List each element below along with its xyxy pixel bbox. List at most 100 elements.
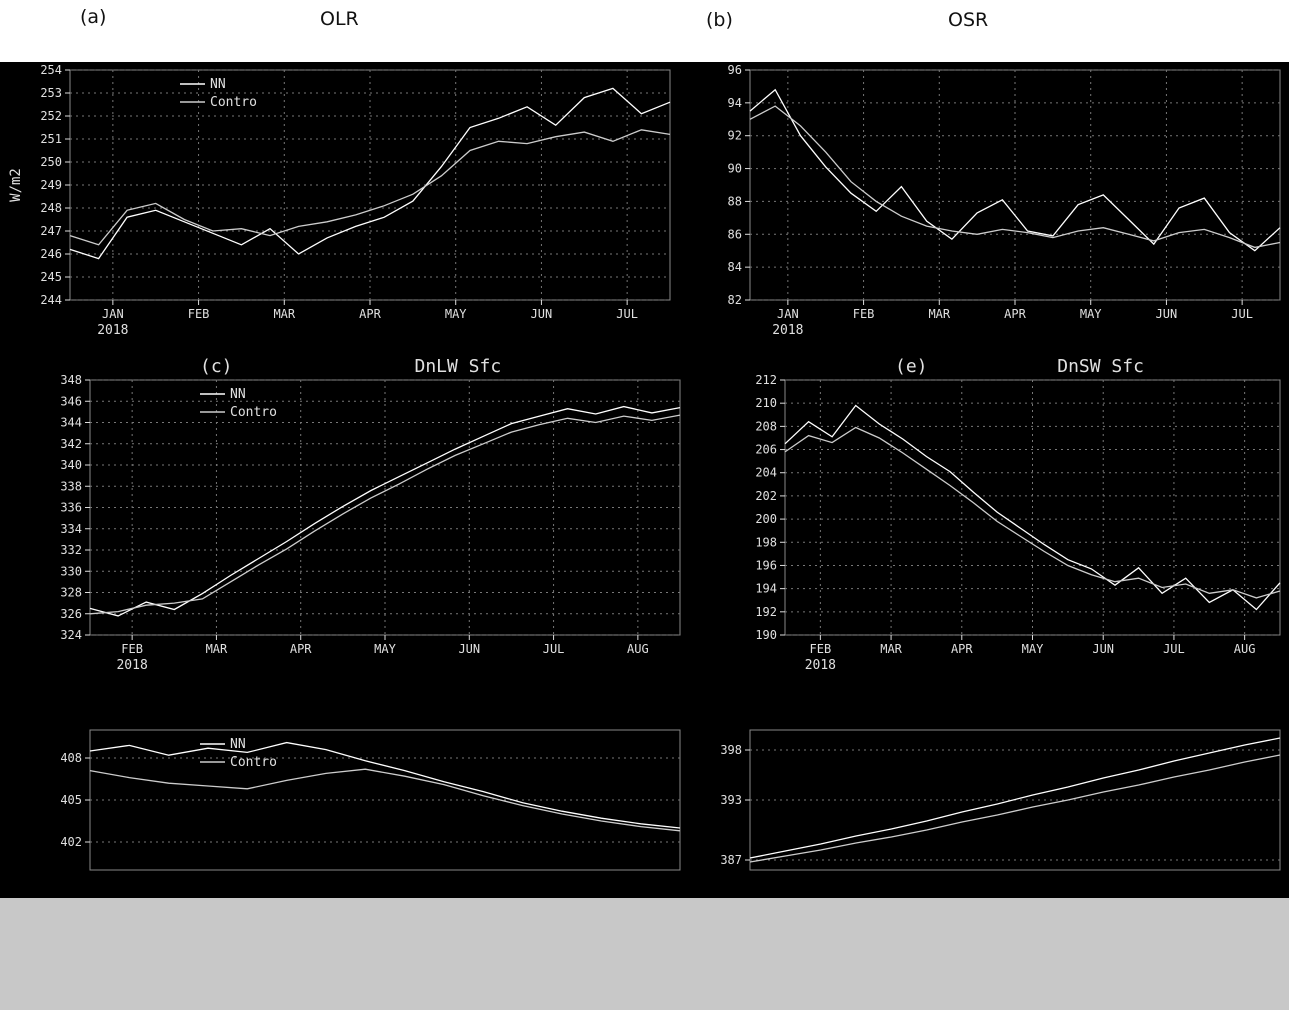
x-tick-label: APR — [290, 642, 312, 656]
panel-label: (e) — [895, 356, 928, 377]
x-tick-label: JUL — [1163, 642, 1185, 656]
x-tick-label: JUN — [1156, 307, 1178, 321]
y-tick-label: 250 — [40, 155, 62, 169]
x-tick-label: JUN — [1092, 642, 1114, 656]
y-tick-label: 408 — [60, 751, 82, 765]
series-line-nn — [784, 404, 1281, 611]
x-tick-label: AUG — [627, 642, 649, 656]
panel-b-label: (b) — [706, 9, 733, 31]
y-tick-label: 326 — [60, 607, 82, 621]
x-tick-label: APR — [951, 642, 973, 656]
panel-label: (c) — [200, 356, 233, 377]
olr-chart-panel: 244 245 246 247 248 249 250 251 252 253 254 JAN FEB M… — [0, 40, 680, 340]
y-tick-label: 212 — [755, 373, 777, 387]
y-tick-label: 86 — [728, 227, 742, 241]
series-line-nn — [69, 87, 671, 260]
y-tick-label: 330 — [60, 564, 82, 578]
legend-entry: NN — [210, 77, 226, 92]
x-tick-label: FEB — [188, 307, 210, 321]
panel-title: DnSW Sfc — [1057, 356, 1144, 377]
x-tick-label: JUL — [543, 642, 565, 656]
y-tick-label: 84 — [728, 260, 742, 274]
y-tick-label: 338 — [60, 479, 82, 493]
x-tick-label: AUG — [1234, 642, 1256, 656]
y-tick-label: 387 — [720, 853, 742, 867]
x-tick-label: APR — [359, 307, 381, 321]
legend-entry: Contro — [210, 95, 257, 110]
series-line-contro — [69, 129, 671, 246]
y-axis-label: W/m2 — [8, 168, 24, 202]
y-tick-label: 344 — [60, 416, 82, 430]
x-tick-label: JAN — [777, 307, 799, 321]
bottom-right-chart-svg: 387 393 398 — [720, 729, 1281, 871]
y-tick-label: 196 — [755, 558, 777, 572]
bottom-left-chart-panel: 402 405 408 NN Contro — [0, 690, 690, 890]
y-tick-label: 204 — [755, 466, 777, 480]
y-tick-label: 393 — [720, 793, 742, 807]
x-tick-label: JUL — [1231, 307, 1253, 321]
y-tick-label: 198 — [755, 535, 777, 549]
panel-a-label: (a) — [80, 6, 107, 28]
series-line-contro — [749, 105, 1281, 249]
y-tick-label: 398 — [720, 743, 742, 757]
y-tick-label: 332 — [60, 543, 82, 557]
y-tick-label: 206 — [755, 443, 777, 457]
y-tick-label: 246 — [40, 247, 62, 261]
y-tick-label: 202 — [755, 489, 777, 503]
x-tick-label: MAR — [928, 307, 950, 321]
y-tick-label: 96 — [728, 63, 742, 77]
y-tick-label: 254 — [40, 63, 62, 77]
year-label: 2018 — [805, 658, 836, 673]
series-line-contro — [89, 414, 681, 615]
y-tick-label: 324 — [60, 628, 82, 642]
y-tick-label: 328 — [60, 586, 82, 600]
figure-top-strip — [0, 0, 1289, 62]
x-tick-label: MAR — [880, 642, 902, 656]
x-tick-label: MAY — [1080, 307, 1102, 321]
year-label: 2018 — [97, 323, 128, 338]
x-tick-label: FEB — [810, 642, 832, 656]
dnlw-sfc-chart-panel: 324 326 328 330 332 334 336 338 340 342 344 346 348 F… — [0, 350, 690, 680]
y-tick-label: 90 — [728, 162, 742, 176]
x-tick-label: JUN — [531, 307, 553, 321]
legend-entry: NN — [230, 737, 246, 752]
x-tick-label: JUL — [616, 307, 638, 321]
y-tick-label: 82 — [728, 293, 742, 307]
y-tick-label: 251 — [40, 132, 62, 146]
series-line-contro — [89, 768, 681, 832]
x-tick-label: APR — [1004, 307, 1026, 321]
year-label: 2018 — [116, 658, 147, 673]
series-line-nn — [89, 741, 681, 829]
y-tick-label: 249 — [40, 178, 62, 192]
y-tick-label: 247 — [40, 224, 62, 238]
y-tick-label: 336 — [60, 501, 82, 515]
panel-title: DnLW Sfc — [415, 356, 502, 377]
legend-entry: Contro — [230, 755, 277, 770]
x-tick-label: MAR — [206, 642, 228, 656]
y-tick-label: 348 — [60, 373, 82, 387]
series-line-nn — [749, 88, 1281, 252]
x-tick-label: JUN — [458, 642, 480, 656]
y-tick-label: 92 — [728, 129, 742, 143]
series-line-nn — [749, 737, 1281, 859]
osr-chart-svg: 82 84 86 88 90 92 94 96 JAN FEB MAR APR MAY JUN JUL 201… — [728, 63, 1281, 338]
x-tick-label: MAY — [445, 307, 467, 321]
y-tick-label: 190 — [755, 628, 777, 642]
y-tick-label: 252 — [40, 109, 62, 123]
bottom-right-chart-panel: 387 393 398 — [690, 690, 1289, 890]
legend-entry: NN — [230, 387, 246, 402]
bottom-left-chart-svg: 402 405 408 NN Contro — [60, 729, 681, 871]
y-tick-label: 208 — [755, 419, 777, 433]
y-tick-label: 253 — [40, 86, 62, 100]
y-tick-label: 248 — [40, 201, 62, 215]
y-tick-label: 194 — [755, 582, 777, 596]
y-tick-label: 402 — [60, 835, 82, 849]
y-tick-label: 340 — [60, 458, 82, 472]
osr-chart-panel: 82 84 86 88 90 92 94 96 JAN FEB MAR APR MAY JUN JUL 201… — [690, 40, 1289, 340]
x-tick-label: MAR — [273, 307, 295, 321]
legend-entry: Contro — [230, 405, 277, 420]
y-tick-label: 346 — [60, 394, 82, 408]
year-label: 2018 — [772, 323, 803, 338]
y-tick-label: 200 — [755, 512, 777, 526]
y-tick-label: 88 — [728, 194, 742, 208]
